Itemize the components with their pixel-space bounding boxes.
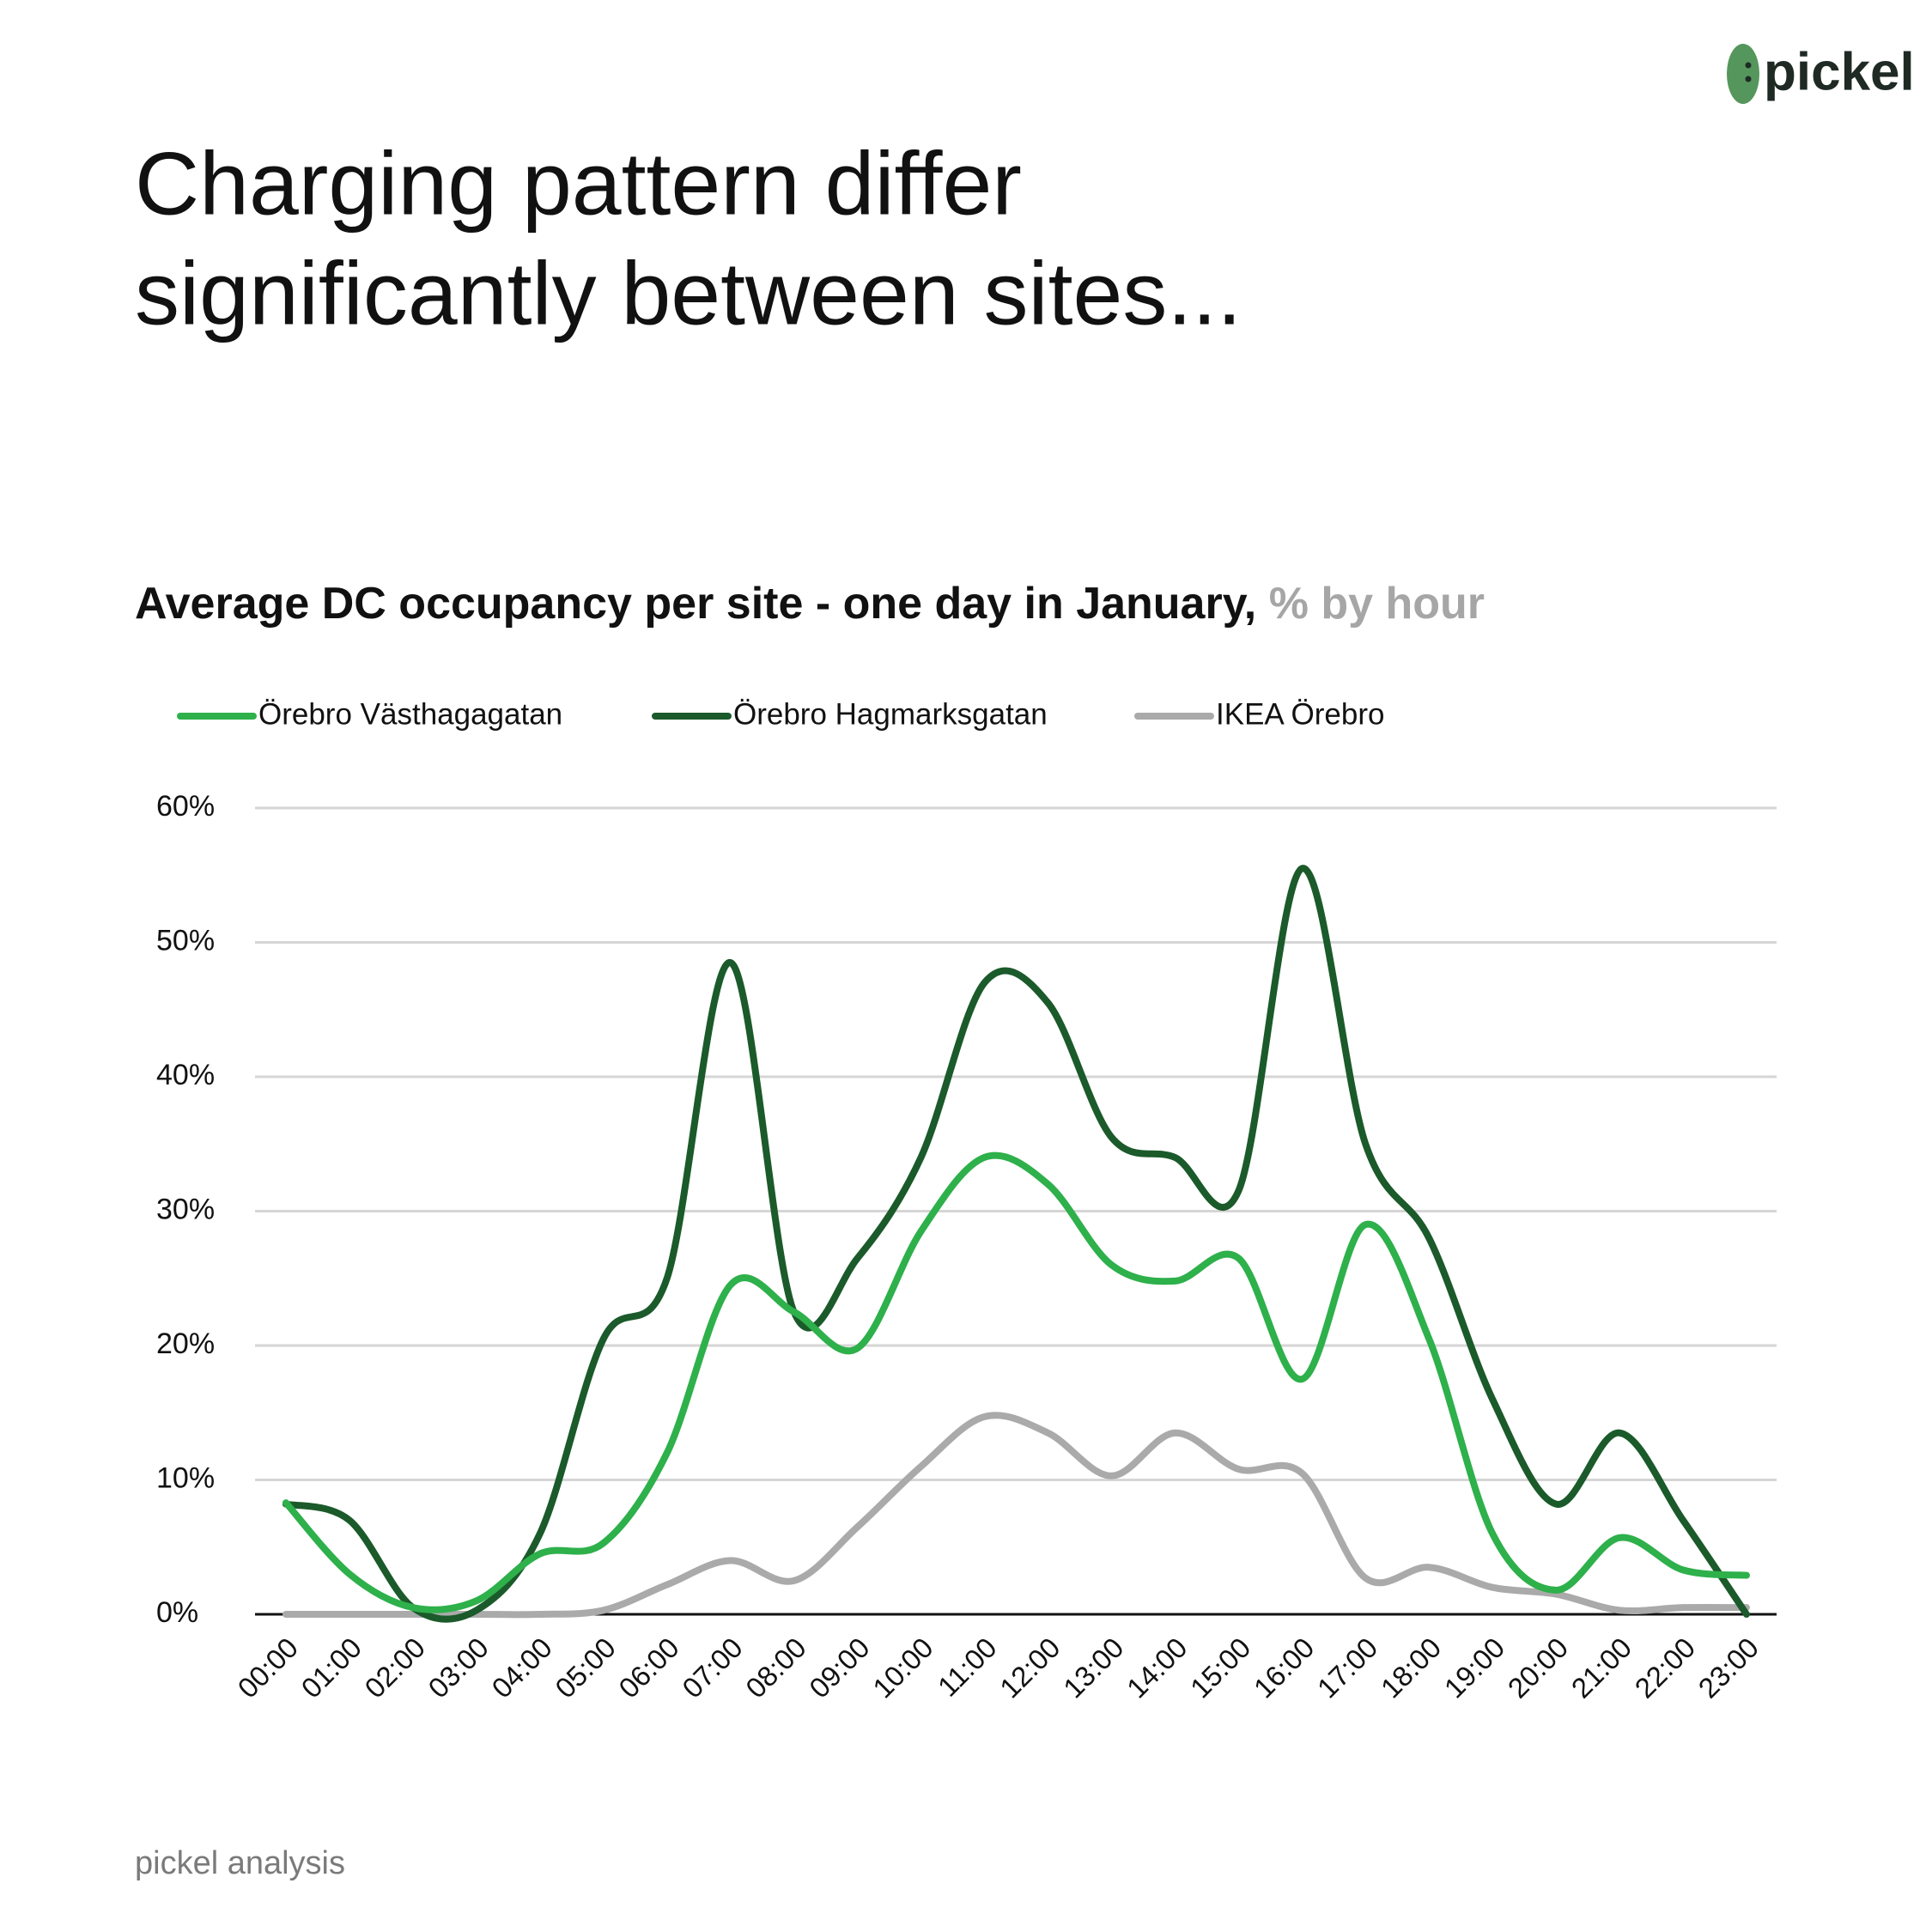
chart-title: Charging pattern differ <box>135 134 1022 234</box>
x-tick-label: 15:00 <box>1184 1631 1257 1704</box>
legend-label: Örebro Västhagagatan <box>258 697 562 731</box>
x-tick-label: 11:00 <box>932 1631 1003 1703</box>
x-tick-label: 10:00 <box>866 1631 939 1704</box>
y-tick-label: 50% <box>156 924 215 957</box>
x-tick-label: 22:00 <box>1629 1631 1702 1704</box>
x-tick-label: 21:00 <box>1565 1631 1638 1704</box>
subtitle-unit: % by hour <box>1269 579 1485 629</box>
x-tick-label: 23:00 <box>1692 1631 1765 1704</box>
chart-subtitle: Average DC occupancy per site - one day … <box>135 579 1485 629</box>
y-tick-label: 20% <box>156 1327 215 1360</box>
y-tick-label: 10% <box>156 1461 215 1494</box>
logo-dot <box>1745 62 1752 69</box>
x-tick-label: 07:00 <box>676 1631 749 1704</box>
x-tick-label: 02:00 <box>358 1631 431 1704</box>
x-tick-label: 05:00 <box>549 1631 622 1704</box>
y-tick-label: 0% <box>156 1596 198 1629</box>
x-tick-label: 13:00 <box>1057 1631 1130 1704</box>
y-tick-label: 40% <box>156 1059 215 1091</box>
x-tick-label: 00:00 <box>232 1631 305 1704</box>
subtitle-main: Average DC occupancy per site - one day … <box>135 579 1256 629</box>
series-line <box>283 1151 1750 1613</box>
x-tick-label: 01:00 <box>295 1631 368 1704</box>
logo-text: pickel <box>1764 42 1915 101</box>
x-tick-label: 04:00 <box>485 1631 558 1704</box>
x-tick-label: 06:00 <box>612 1631 685 1704</box>
x-tick-label: 17:00 <box>1311 1631 1384 1704</box>
chart-title: significantly between sites... <box>135 244 1242 343</box>
x-tick-label: 16:00 <box>1248 1631 1321 1704</box>
x-tick-label: 03:00 <box>422 1631 495 1704</box>
x-tick-label: 08:00 <box>739 1631 812 1704</box>
source: pickel analysis <box>135 1845 345 1881</box>
x-tick-label: 12:00 <box>993 1631 1066 1704</box>
logo-dot <box>1745 76 1752 82</box>
x-tick-label: 14:00 <box>1121 1631 1194 1704</box>
x-tick-label: 19:00 <box>1438 1631 1511 1704</box>
x-tick-label: 09:00 <box>803 1631 876 1704</box>
logo-icon <box>1727 44 1759 104</box>
x-tick-label: 18:00 <box>1375 1631 1448 1704</box>
series-line <box>283 865 1750 1623</box>
x-tick-label: 20:00 <box>1502 1631 1575 1704</box>
y-tick-label: 60% <box>156 790 215 823</box>
logo: pickel <box>1727 42 1915 104</box>
legend-label: IKEA Örebro <box>1216 697 1384 731</box>
series-line <box>283 1412 1750 1619</box>
legend-label: Örebro Hagmarksgatan <box>733 697 1048 731</box>
y-tick-label: 30% <box>156 1193 215 1225</box>
